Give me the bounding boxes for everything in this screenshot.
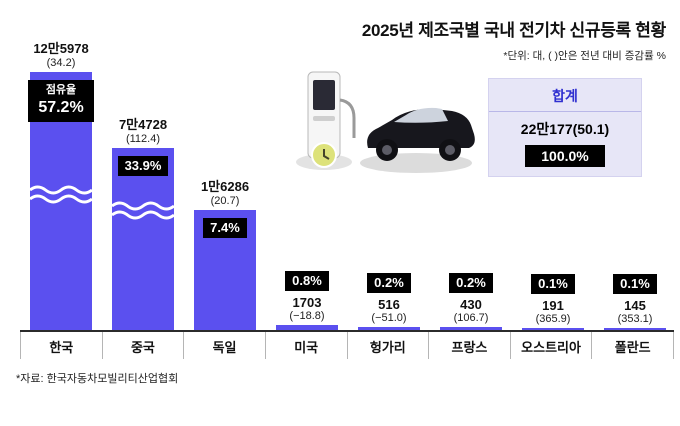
total-label: 합계 [489, 79, 641, 112]
bar-change: (365.9) [535, 313, 571, 325]
share-box-france: 0.2% [449, 272, 493, 293]
bar-germany: 7.4% [194, 210, 256, 330]
bar-value: 145 [624, 298, 646, 313]
total-value: 22만177(50.1) [520, 121, 610, 137]
bar-change: (353.1) [617, 313, 653, 325]
bar-china: 33.9% [112, 148, 174, 330]
share-box-austria: 0.1% [531, 273, 575, 294]
bar-change: (106.7) [453, 312, 489, 324]
bar-chart: 12만5978 (34.2) 점유율 57.2% 7만4728 (112.4) … [0, 36, 680, 330]
share-box-china: 33.9% [117, 156, 169, 177]
bar-france [440, 327, 502, 330]
bar-value: 7만4728 [118, 117, 168, 132]
bar-column-austria: 0.1% 191 (365.9) [512, 36, 594, 330]
x-label-france: 프랑스 [429, 332, 511, 359]
bar-hungary [358, 327, 420, 330]
share-box-poland: 0.1% [613, 273, 657, 294]
share-prefix-label: 점유율 [45, 84, 77, 96]
x-axis-labels: 한국 중국 독일 미국 헝가리 프랑스 오스트리아 폴란드 [20, 332, 674, 359]
x-label-poland: 폴란드 [592, 332, 674, 359]
bar-korea: 점유율 57.2% [28, 72, 94, 330]
bar-column-poland: 0.1% 145 (353.1) [594, 36, 676, 330]
unit-note: *단위: 대, ( )안은 전년 대비 증감률 % [503, 50, 666, 62]
axis-break-wave-icon [112, 201, 174, 220]
bar-value: 12만5978 [33, 41, 89, 56]
bar-value: 1만6286 [200, 179, 250, 194]
total-share-badge: 100.0% [525, 145, 605, 167]
x-label-usa: 미국 [266, 332, 348, 359]
bar-column-china: 7만4728 (112.4) 33.9% [102, 36, 184, 330]
bar-value: 191 [542, 298, 564, 313]
x-label-china: 중국 [103, 332, 185, 359]
page-title: 2025년 제조국별 국내 전기차 신규등록 현황 [361, 21, 666, 40]
bar-value: 430 [460, 297, 482, 312]
share-value: 57.2% [38, 98, 84, 116]
bar-change: (112.4) [125, 133, 161, 145]
bar-column-hungary: 0.2% 516 (−51.0) [348, 36, 430, 330]
share-box-hungary: 0.2% [367, 272, 411, 293]
bar-value: 1703 [292, 295, 322, 310]
x-label-austria: 오스트리아 [511, 332, 593, 359]
share-box-usa: 0.8% [285, 270, 329, 291]
share-box-germany: 7.4% [203, 218, 247, 239]
x-label-germany: 독일 [184, 332, 266, 359]
bar-column-korea: 12만5978 (34.2) 점유율 57.2% [20, 36, 102, 330]
bar-value: 516 [378, 297, 400, 312]
total-summary-box: 합계 22만177(50.1) 100.0% [488, 78, 642, 177]
ev-charging-illustration-icon [296, 71, 475, 173]
bar-change: (−51.0) [371, 312, 407, 324]
bar-column-usa: 0.8% 1703 (−18.8) [266, 36, 348, 330]
bar-change: (34.2) [46, 57, 76, 69]
bar-column-france: 0.2% 430 (106.7) [430, 36, 512, 330]
x-axis-line [20, 330, 674, 332]
bar-change: (20.7) [210, 195, 240, 207]
axis-break-wave-icon [30, 185, 92, 204]
source-note: *자료: 한국자동차모빌리티산업협회 [16, 373, 179, 385]
share-box-korea: 점유율 57.2% [28, 80, 94, 122]
bar-column-germany: 1만6286 (20.7) 7.4% [184, 36, 266, 330]
bar-change: (−18.8) [289, 310, 325, 322]
bar-poland [604, 328, 666, 330]
x-label-hungary: 헝가리 [348, 332, 430, 359]
bar-usa [276, 325, 338, 330]
bar-austria [522, 328, 584, 330]
x-label-korea: 한국 [20, 332, 103, 359]
